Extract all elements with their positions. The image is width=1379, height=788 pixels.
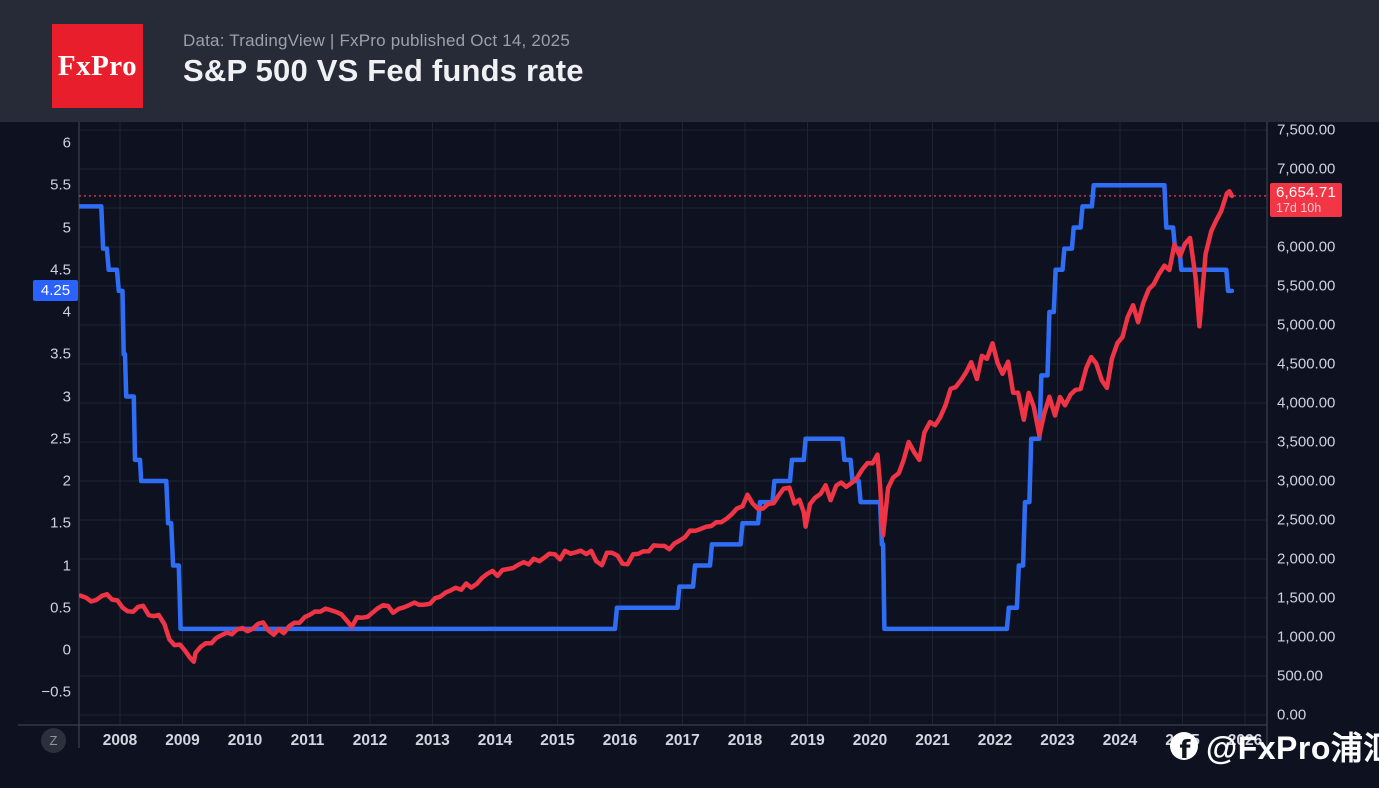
right-axis-tick: 4,500.00 [1277, 355, 1336, 373]
fed-funds-last-value: 4.25 [40, 282, 71, 300]
left-axis-tick: 1 [62, 557, 71, 574]
right-axis-tick: 1,000.00 [1277, 628, 1336, 646]
header-bar: FxPro Data: TradingView | FxPro publishe… [0, 0, 1379, 122]
fxpro-logo: FxPro [52, 24, 143, 108]
left-axis-tick: 3.5 [50, 345, 71, 363]
spx-last-value: 6,654.71 [1276, 183, 1336, 201]
left-axis-tick: 5 [62, 219, 71, 236]
fxpro-logo-text: FxPro [57, 49, 138, 82]
right-axis-tick: 3,000.00 [1277, 472, 1336, 490]
page-title: S&P 500 VS Fed funds rate [183, 53, 584, 88]
right-axis-tick: 2,000.00 [1277, 550, 1336, 568]
left-axis-tick: 0.5 [50, 599, 71, 617]
left-axis-tick: 0 [62, 641, 71, 659]
left-axis-tick: 1.5 [50, 514, 71, 532]
right-axis-tick: 5,500.00 [1277, 277, 1336, 295]
right-axis-tick: 7,000.00 [1277, 160, 1336, 178]
fed-funds-rate-line[interactable] [79, 183, 1235, 632]
right-price-scale[interactable]: 7,500.00 7,000.00 6,000.00 5,500.00 5,000.00… [1277, 0, 1377, 757]
timezone-button[interactable]: Z [41, 728, 66, 753]
right-axis-tick: 6,000.00 [1277, 238, 1336, 256]
spx-last-value-badge: 6,654.71 17d 10h [1270, 182, 1342, 217]
left-axis-tick: 2 [62, 472, 71, 490]
watermark-handle: @FxPro浦汇 [1206, 730, 1379, 766]
right-axis-tick: 0.00 [1277, 706, 1307, 724]
left-axis-tick: 4 [62, 303, 71, 321]
facebook-icon-glyph: f [1179, 734, 1191, 761]
bar-close-countdown: 17d 10h [1276, 200, 1322, 215]
right-axis-tick: 4,000.00 [1277, 394, 1336, 412]
left-axis-tick: 3 [62, 388, 71, 405]
left-axis-tick: 2.5 [50, 430, 71, 448]
left-axis-tick: −0.5 [41, 683, 71, 701]
chart-source-caption: Data: TradingView | FxPro published Oct … [183, 31, 570, 50]
facebook-icon: f [1170, 732, 1198, 760]
left-axis-tick: 4.5 [50, 261, 71, 279]
left-price-scale[interactable]: 6 5.5 5 4.5 4 3.5 3 2.5 2 1.5 1 0.5 0 −0.5 [0, 0, 71, 757]
right-axis-tick: 500.00 [1277, 667, 1323, 685]
timezone-button-label: Z [49, 733, 58, 748]
left-axis-tick: 5.5 [50, 176, 71, 194]
right-axis-tick: 7,500.00 [1277, 121, 1336, 139]
fed-funds-last-value-badge: 4.25 [33, 280, 78, 302]
right-axis-tick: 1,500.00 [1277, 589, 1336, 607]
sp500-line[interactable] [79, 188, 1235, 664]
watermark: f @FxPro浦汇 [1170, 723, 1379, 769]
right-axis-tick: 2,500.00 [1277, 511, 1336, 529]
right-axis-tick: 3,500.00 [1277, 433, 1336, 451]
left-axis-tick: 6 [62, 134, 71, 152]
right-axis-tick: 5,000.00 [1277, 316, 1336, 334]
